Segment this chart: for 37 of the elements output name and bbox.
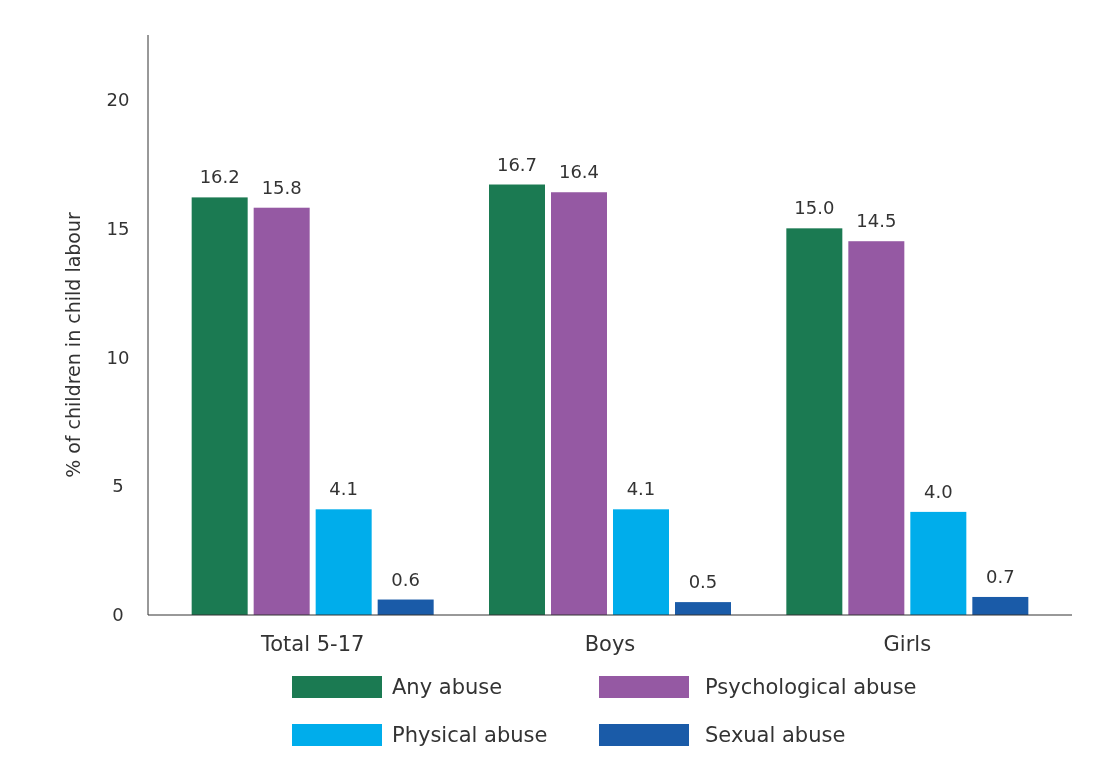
bar	[315, 509, 372, 615]
y-tick-label: 0	[112, 604, 124, 626]
data-label: 14.5	[856, 210, 897, 232]
bar	[253, 207, 310, 615]
y-tick-label: 10	[106, 346, 130, 368]
data-label: 4.1	[626, 478, 656, 500]
bar	[377, 599, 434, 615]
data-label: 16.7	[496, 153, 538, 175]
data-label: 4.0	[924, 480, 953, 502]
data-label: 0.7	[986, 565, 1015, 587]
bar	[675, 602, 731, 615]
y-tick-label: 20	[106, 88, 130, 110]
data-label: 15.8	[261, 176, 302, 198]
data-label: 0.5	[688, 571, 718, 593]
y-axis-title: % of children in child labour	[62, 211, 84, 478]
bar	[191, 197, 248, 615]
x-tick-label: Total 5-17	[259, 632, 365, 656]
data-label: 4.1	[329, 478, 358, 500]
bar	[489, 184, 545, 615]
bar	[848, 241, 905, 615]
bar	[786, 228, 843, 615]
data-label: 16.2	[199, 166, 240, 188]
bar	[910, 511, 967, 615]
bar	[551, 192, 607, 615]
legend-label: Physical abuse	[392, 723, 548, 748]
data-label: 15.0	[794, 197, 835, 219]
x-tick-label: Boys	[584, 632, 636, 656]
x-tick-label: Girls	[883, 632, 932, 656]
data-label: 0.6	[391, 568, 420, 590]
y-tick-label: 15	[106, 217, 130, 239]
y-tick-label: 5	[112, 475, 124, 497]
legend-label: Sexual abuse	[705, 723, 846, 748]
bar	[613, 509, 669, 615]
legend-label: Any abuse	[392, 675, 503, 700]
data-label: 16.4	[558, 161, 600, 183]
bar	[972, 596, 1029, 615]
legend-label: Psychological abuse	[705, 675, 917, 700]
